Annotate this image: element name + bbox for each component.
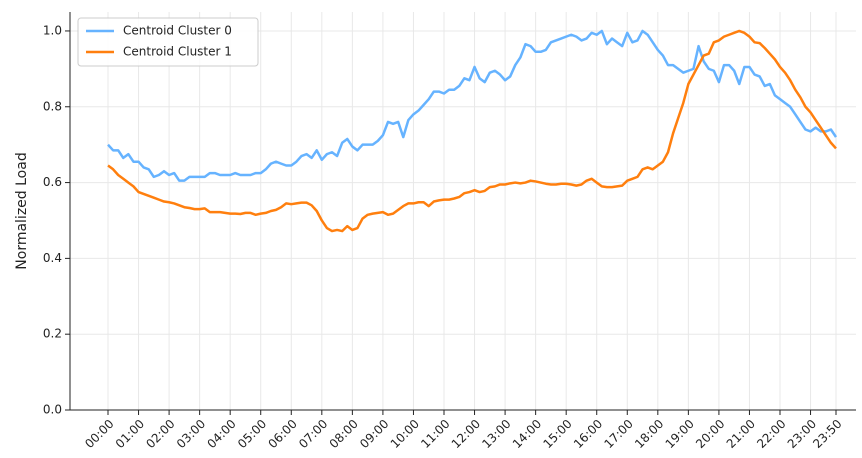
x-tick-label: 12:00 [449, 417, 483, 451]
x-tick-label: 00:00 [82, 417, 116, 451]
x-tick-label: 08:00 [327, 417, 361, 451]
x-tick-label: 18:00 [632, 417, 666, 451]
x-tick-label: 06:00 [266, 417, 300, 451]
x-tick-label: 09:00 [357, 417, 391, 451]
x-tick-label: 22:00 [754, 417, 788, 451]
y-tick-label: 0.8 [43, 99, 62, 113]
x-tick-label: 23:50 [810, 417, 844, 451]
x-tick-label: 16:00 [571, 417, 605, 451]
legend-label: Centroid Cluster 0 [123, 24, 232, 38]
legend: Centroid Cluster 0 Centroid Cluster 1 [77, 17, 259, 67]
x-tick-label: 14:00 [510, 417, 544, 451]
x-tick-label: 10:00 [388, 417, 422, 451]
x-tick-label: 01:00 [113, 417, 147, 451]
x-tick-label: 13:00 [479, 417, 513, 451]
x-tick-label: 07:00 [296, 417, 330, 451]
x-tick-label: 04:00 [204, 417, 238, 451]
line-series [107, 29, 838, 182]
y-tick-label: 1.0 [43, 23, 62, 37]
line-series [107, 29, 837, 233]
x-tick-label: 20:00 [693, 417, 727, 451]
x-tick-label: 19:00 [663, 417, 697, 451]
x-tick-label: 21:00 [724, 417, 758, 451]
legend-box [77, 17, 259, 67]
y-axis-label: Normalized Load [14, 152, 30, 269]
y-tick-label: 0.4 [43, 251, 62, 265]
y-tick-label: 0.6 [43, 175, 62, 189]
x-tick-label: 11:00 [418, 417, 452, 451]
x-tick-label: 17:00 [602, 417, 636, 451]
y-tick-label: 0.0 [43, 403, 62, 417]
x-tick-label: 05:00 [235, 417, 269, 451]
x-tick-label: 02:00 [143, 417, 177, 451]
x-tick-label: 03:00 [174, 417, 208, 451]
legend-label: Centroid Cluster 1 [123, 45, 232, 59]
x-tick-label: 15:00 [540, 417, 574, 451]
y-tick-label: 0.2 [43, 327, 62, 341]
